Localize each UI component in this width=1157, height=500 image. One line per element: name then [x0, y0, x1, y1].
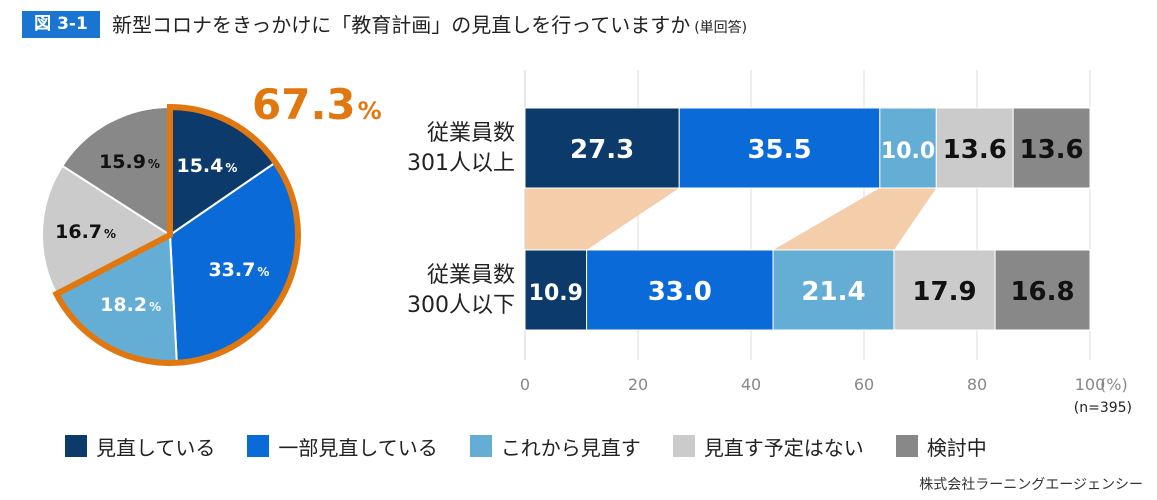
pie-slice-label: 15.4%: [176, 155, 237, 177]
legend-item: 一部見直している: [247, 432, 438, 461]
x-tick-label: 60: [854, 375, 874, 394]
legend-item: 検討中: [895, 432, 987, 461]
legend-item: 見直す予定はない: [672, 432, 864, 461]
stacked-bar-chart: 27.3 35.5 10.0 13.6 13.6 従業員数 301人以上 10.9 33.0 21…: [407, 70, 1132, 416]
x-axis-unit: (%): [1100, 375, 1128, 394]
sample-size-note: (n=395): [1074, 400, 1132, 416]
pie-slice-label: 16.7%: [55, 221, 116, 243]
legend-swatch: [469, 435, 492, 457]
x-tick-label: 0: [520, 375, 530, 394]
category-label-line2: 301人以上: [407, 151, 515, 176]
bar-value-label: 13.6: [1020, 135, 1084, 165]
pie-highlight-outline: [52, 103, 301, 366]
pie-slice-label: 18.2%: [100, 294, 161, 316]
bar-value-label: 35.5: [747, 135, 811, 165]
category-label-line1: 従業員数: [427, 121, 515, 146]
bar-value-label: 17.9: [912, 277, 976, 307]
category-label-line1: 従業員数: [427, 263, 515, 288]
chart-title: 新型コロナをきっかけに「教育計画」の見直しを行っていますか (単回答): [112, 12, 747, 41]
bar-segment: [524, 107, 680, 189]
x-tick-label: 80: [967, 375, 987, 394]
bar-value-label: 16.8: [1010, 277, 1074, 307]
legend-item: 見直している: [65, 432, 215, 461]
bar-segment: [678, 107, 881, 189]
legend-label: 検討中: [926, 435, 987, 460]
legend: 見直している 一部見直している これから見直す 見直す予定はない 検討中: [65, 428, 1019, 464]
bar-value-label: 13.6: [943, 135, 1007, 165]
legend-label: 見直す予定はない: [703, 435, 864, 460]
bar-value-label: 10.9: [529, 281, 583, 306]
legend-item: これから見直す: [469, 432, 641, 461]
pie-slice-label: 15.9%: [99, 151, 160, 173]
connector-band: [773, 188, 937, 250]
pie-slice: [60, 105, 171, 237]
legend-label: 見直している: [96, 435, 216, 460]
legend-swatch: [65, 435, 87, 457]
figure-label: 図 3-1: [22, 11, 100, 38]
bar-value-label: 33.0: [648, 277, 712, 307]
bar-segment: [1012, 107, 1091, 189]
bar-segment: [772, 249, 895, 331]
connector-band: [525, 188, 680, 250]
bar-segment: [994, 249, 1091, 331]
highlight-value: 67.3: [252, 80, 356, 129]
category-label-line2: 300人以下: [407, 293, 515, 318]
bar-segment: [879, 107, 937, 189]
bar-segment: [586, 249, 774, 331]
x-tick-label: 20: [628, 375, 648, 394]
highlight-total: 67.3%: [252, 80, 382, 136]
legend-swatch: [247, 435, 270, 457]
legend-label: 一部見直している: [278, 435, 438, 460]
pie-slice: [41, 164, 172, 296]
bar-value-label: 10.0: [881, 139, 935, 164]
source-credit: 株式会社ラーニングエージェンシー: [919, 477, 1143, 493]
x-tick-label: 100: [1075, 375, 1106, 394]
pie-chart: 15.4 % 33.7 % 18.2 % 16.7 % 15.9%: [41, 103, 301, 366]
title-text: 新型コロナをきっかけに「教育計画」の見直しを行っていますか: [112, 13, 691, 37]
legend-swatch: [672, 435, 695, 457]
bar-segment: [893, 249, 996, 331]
bar-value-label: 21.4: [801, 277, 865, 307]
bar-value-label: 27.3: [570, 135, 634, 165]
x-tick-label: 40: [741, 375, 761, 394]
pie-slice-label: 33.7%: [208, 259, 269, 281]
legend-label: これから見直す: [500, 435, 641, 460]
highlight-unit: %: [357, 97, 382, 125]
bar-segment: [935, 107, 1014, 189]
title-note: (単回答): [694, 20, 748, 36]
legend-swatch: [895, 435, 918, 457]
